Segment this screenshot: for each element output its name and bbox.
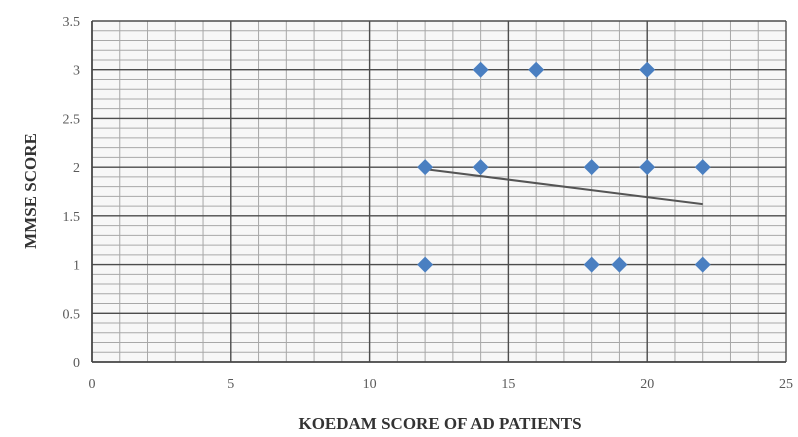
x-axis-title: KOEDAM SCORE OF AD PATIENTS xyxy=(298,414,581,433)
y-tick-label: 2.5 xyxy=(63,112,81,127)
data-point xyxy=(417,159,434,176)
x-tick-label: 20 xyxy=(640,377,654,392)
y-tick-label: 0.5 xyxy=(63,307,81,322)
y-axis-title: MMSE SCORE xyxy=(21,133,40,249)
y-tick-label: 3 xyxy=(73,64,80,79)
x-tick-label: 0 xyxy=(89,377,96,392)
data-point xyxy=(472,159,489,176)
y-tick-label: 2 xyxy=(73,161,80,176)
trendline-layer xyxy=(424,168,703,206)
y-tick-label: 0 xyxy=(73,356,80,371)
y-tick-label: 1 xyxy=(73,259,80,274)
axes xyxy=(91,21,786,363)
data-point xyxy=(583,159,600,176)
data-points-layer xyxy=(417,61,711,273)
data-point xyxy=(417,256,434,273)
plot-area xyxy=(92,21,786,362)
data-point xyxy=(583,256,600,273)
x-tick-label: 10 xyxy=(363,377,377,392)
x-tick-label: 25 xyxy=(779,377,793,392)
data-point xyxy=(528,61,545,78)
tick-labels-layer: 0 5 10 15 20 25 0 0.5 1 1.5 2 2.5 3 3.5 xyxy=(63,15,794,392)
data-point xyxy=(639,61,656,78)
y-tick-label: 3.5 xyxy=(63,15,81,30)
x-tick-label: 5 xyxy=(227,377,234,392)
data-point xyxy=(611,256,628,273)
y-tick-label: 1.5 xyxy=(63,210,81,225)
data-point xyxy=(694,256,711,273)
data-point xyxy=(472,61,489,78)
data-point xyxy=(694,159,711,176)
x-tick-label: 15 xyxy=(501,377,515,392)
minor-gridlines xyxy=(91,20,787,363)
data-point xyxy=(639,159,656,176)
trendline xyxy=(424,168,703,206)
